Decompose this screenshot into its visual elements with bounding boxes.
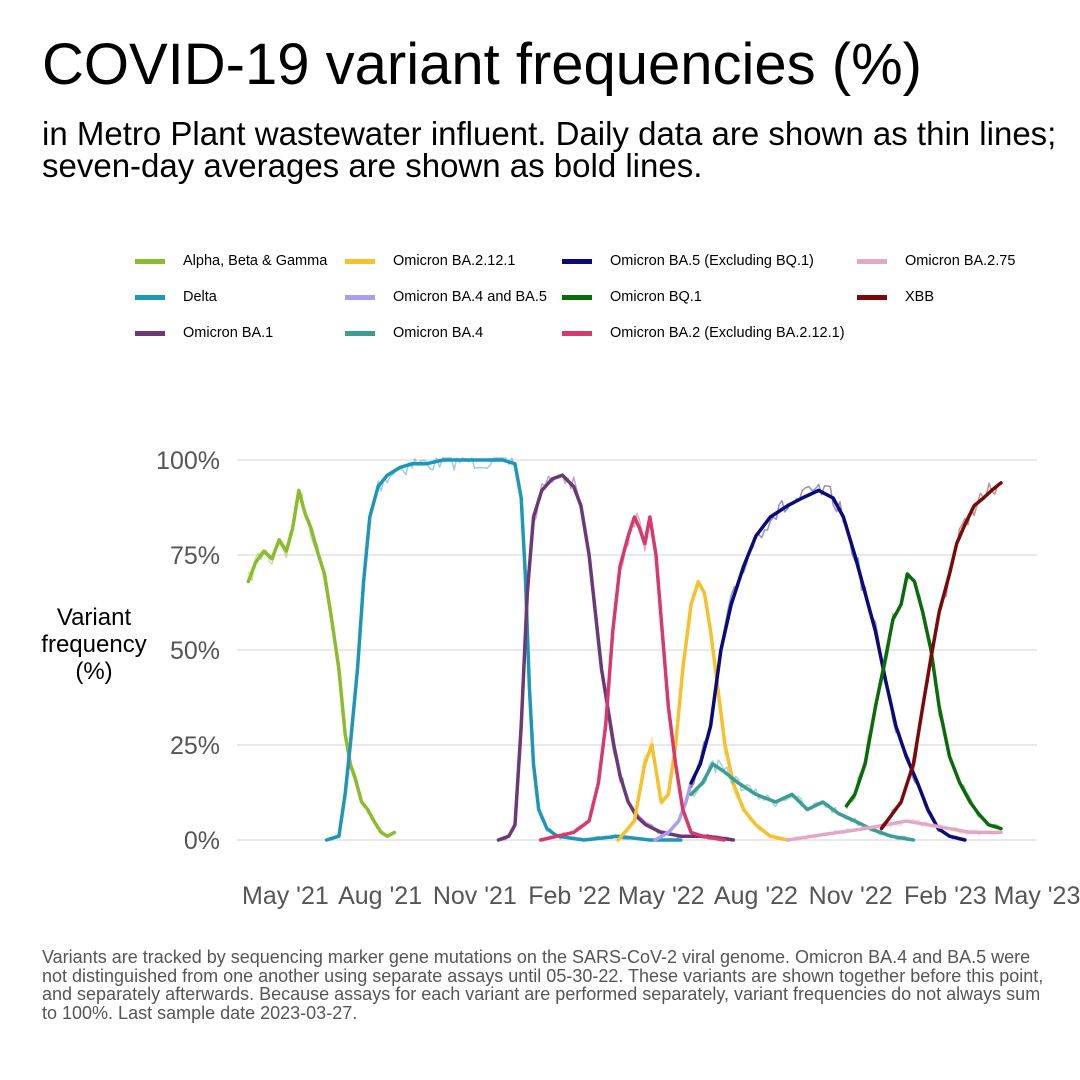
series-average-line <box>538 515 726 842</box>
chart-title: COVID-19 variant frequencies (%) <box>42 32 922 97</box>
series-average-line <box>496 473 736 842</box>
legend-swatch <box>562 330 592 336</box>
legend-item: Delta <box>135 285 217 309</box>
series-average-line <box>786 819 1003 842</box>
series-daily-line <box>617 580 788 841</box>
legend-swatch <box>345 294 375 300</box>
legend-item: Omicron BA.4 and BA.5 <box>345 285 547 309</box>
legend-item: Omicron BA.2 (Excluding BA.2.12.1) <box>562 321 845 345</box>
legend-item: Omicron BA.2.75 <box>857 249 1015 273</box>
legend-item: Omicron BQ.1 <box>562 285 702 309</box>
series-daily-line <box>880 482 1002 827</box>
series-daily-line <box>326 457 682 841</box>
x-tick-label: Nov '22 <box>809 882 893 910</box>
x-tick-label: Nov '21 <box>433 882 517 910</box>
legend-label: Omicron BA.2.12.1 <box>393 253 516 269</box>
series-daily-line <box>247 492 395 838</box>
y-tick-label: 50% <box>170 637 220 665</box>
legend-item: Omicron BA.1 <box>135 321 273 345</box>
legend-item: Alpha, Beta & Gamma <box>135 249 327 273</box>
series-average-line <box>653 781 693 842</box>
series-daily-line <box>690 483 965 841</box>
chart-area: 0% 25% 50% 75% 100% May '21 Aug '21 Nov '21 Feb … <box>0 420 1080 920</box>
legend-label: Omicron BA.4 and BA.5 <box>393 289 547 305</box>
x-tick-label: Feb '23 <box>904 882 987 910</box>
legend-label: Omicron BA.4 <box>393 325 484 341</box>
legend-item: Omicron BA.4 <box>345 321 483 345</box>
legend-label: XBB <box>905 289 935 305</box>
series-average-line <box>324 458 683 842</box>
legend-swatch <box>345 330 375 336</box>
legend-item: Omicron BA.5 (Excluding BQ.1) <box>562 249 814 273</box>
x-tick-label: Aug '22 <box>714 882 798 910</box>
legend-swatch <box>562 258 592 264</box>
legend-item: XBB <box>857 285 934 309</box>
series-average-line <box>246 488 397 838</box>
legend: Alpha, Beta & Gamma Delta Omicron BA.1 Omic… <box>135 249 1055 359</box>
legend-label: Omicron BQ.1 <box>610 289 702 305</box>
series-average-line <box>844 572 1003 831</box>
x-tick-label: Aug '21 <box>338 882 422 910</box>
legend-swatch <box>857 294 887 300</box>
y-tick-label: 100% <box>156 447 220 475</box>
series-average-line <box>879 481 1003 831</box>
y-axis-title: Variant frequency (%) <box>41 604 146 685</box>
y-tick-label: 25% <box>170 732 220 760</box>
footnote: Variants are tracked by sequencing marke… <box>42 947 1044 1023</box>
x-tick-label: Feb '22 <box>528 882 611 910</box>
legend-swatch <box>135 258 165 264</box>
legend-swatch <box>135 330 165 336</box>
legend-item: Omicron BA.2.12.1 <box>345 249 516 273</box>
legend-label: Omicron BA.1 <box>183 325 274 341</box>
legend-label: Omicron BA.2 (Excluding BA.2.12.1) <box>610 325 845 341</box>
y-tick-label: 0% <box>184 827 220 855</box>
legend-swatch <box>345 258 375 264</box>
legend-swatch <box>857 258 887 264</box>
legend-label: Alpha, Beta & Gamma <box>183 253 328 269</box>
x-tick-label: May '23 <box>994 882 1080 910</box>
series-average-line <box>616 579 790 842</box>
series-average-line <box>689 762 916 842</box>
legend-label: Omicron BA.5 (Excluding BQ.1) <box>610 253 814 269</box>
chart-subtitle: in Metro Plant wastewater influent. Dail… <box>42 115 1057 184</box>
series-average-line <box>689 488 967 842</box>
line-chart: 0% 25% 50% 75% 100% May '21 Aug '21 Nov '21 Feb … <box>41 447 1080 910</box>
legend-label: Omicron BA.2.75 <box>905 253 1016 269</box>
legend-swatch <box>135 294 165 300</box>
x-tick-label: May '22 <box>618 882 705 910</box>
y-tick-label: 75% <box>170 542 220 570</box>
x-tick-label: May '21 <box>242 882 329 910</box>
legend-label: Delta <box>183 289 217 305</box>
legend-swatch <box>562 294 592 300</box>
